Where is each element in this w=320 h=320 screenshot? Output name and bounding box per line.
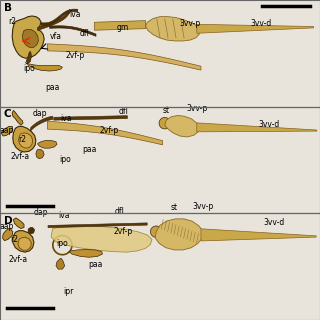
Polygon shape: [41, 9, 78, 25]
Text: ipo: ipo: [60, 156, 71, 164]
Polygon shape: [36, 149, 44, 159]
Bar: [0, 213, 320, 320]
Text: D: D: [4, 216, 12, 226]
Text: 2vf-p: 2vf-p: [99, 126, 118, 135]
Polygon shape: [50, 26, 96, 36]
Text: st: st: [171, 203, 178, 212]
Text: dap: dap: [33, 109, 47, 118]
Polygon shape: [47, 44, 201, 70]
Polygon shape: [197, 123, 317, 132]
Text: 3vv-p: 3vv-p: [180, 20, 201, 28]
Text: dfl: dfl: [118, 107, 128, 116]
Polygon shape: [26, 52, 31, 63]
Text: vfa: vfa: [50, 32, 62, 41]
Text: dfl: dfl: [80, 29, 90, 38]
Polygon shape: [38, 10, 70, 30]
Polygon shape: [19, 133, 33, 148]
Polygon shape: [51, 226, 152, 252]
Polygon shape: [13, 126, 36, 152]
Text: iva: iva: [58, 211, 70, 220]
Text: iva: iva: [69, 10, 81, 19]
Text: paa: paa: [46, 84, 60, 92]
Text: 2vf-p: 2vf-p: [66, 52, 85, 60]
Text: 3vv-d: 3vv-d: [263, 218, 284, 227]
Polygon shape: [38, 140, 57, 148]
Text: paa: paa: [82, 145, 96, 154]
Text: st: st: [162, 106, 169, 115]
Text: iva: iva: [60, 114, 71, 123]
Polygon shape: [146, 17, 200, 41]
Polygon shape: [26, 62, 62, 71]
Polygon shape: [159, 117, 171, 129]
Polygon shape: [12, 16, 44, 58]
Text: gm: gm: [117, 23, 129, 32]
Polygon shape: [165, 116, 199, 137]
Polygon shape: [28, 228, 35, 234]
Polygon shape: [18, 237, 31, 250]
Polygon shape: [47, 121, 163, 145]
Text: C: C: [4, 109, 12, 119]
Text: B: B: [4, 3, 12, 12]
Text: ipr: ipr: [64, 287, 74, 296]
Text: aap: aap: [0, 222, 14, 231]
Text: ipo: ipo: [57, 239, 68, 248]
Polygon shape: [56, 259, 65, 269]
Polygon shape: [94, 20, 146, 30]
Text: r2: r2: [8, 17, 16, 26]
Text: ipo: ipo: [23, 64, 35, 73]
Text: 3vv-d: 3vv-d: [258, 120, 279, 129]
Polygon shape: [13, 218, 24, 228]
Polygon shape: [30, 116, 53, 131]
Polygon shape: [3, 228, 13, 241]
Polygon shape: [201, 229, 316, 241]
Polygon shape: [155, 219, 203, 250]
Polygon shape: [197, 24, 314, 33]
Text: dap: dap: [34, 208, 48, 217]
Bar: [0, 107, 320, 213]
Text: 2vf-p: 2vf-p: [114, 227, 133, 236]
Polygon shape: [69, 250, 102, 257]
Polygon shape: [48, 223, 147, 228]
Polygon shape: [13, 231, 34, 252]
Text: 3vv-p: 3vv-p: [193, 202, 214, 211]
Polygon shape: [12, 110, 23, 125]
Polygon shape: [22, 29, 38, 47]
Polygon shape: [54, 116, 127, 120]
Bar: [0, 0, 320, 107]
Text: dfl: dfl: [115, 207, 125, 216]
Polygon shape: [53, 236, 72, 255]
Text: r2: r2: [18, 135, 26, 144]
Polygon shape: [2, 126, 13, 136]
Text: 3vv-p: 3vv-p: [186, 104, 207, 113]
Text: 2vf-a: 2vf-a: [10, 152, 29, 161]
Text: paa: paa: [88, 260, 102, 269]
Text: r2: r2: [10, 235, 18, 244]
Polygon shape: [150, 226, 162, 237]
Text: 3vv-d: 3vv-d: [250, 19, 271, 28]
Text: aap: aap: [0, 126, 14, 135]
Text: 2vf-a: 2vf-a: [9, 255, 28, 264]
